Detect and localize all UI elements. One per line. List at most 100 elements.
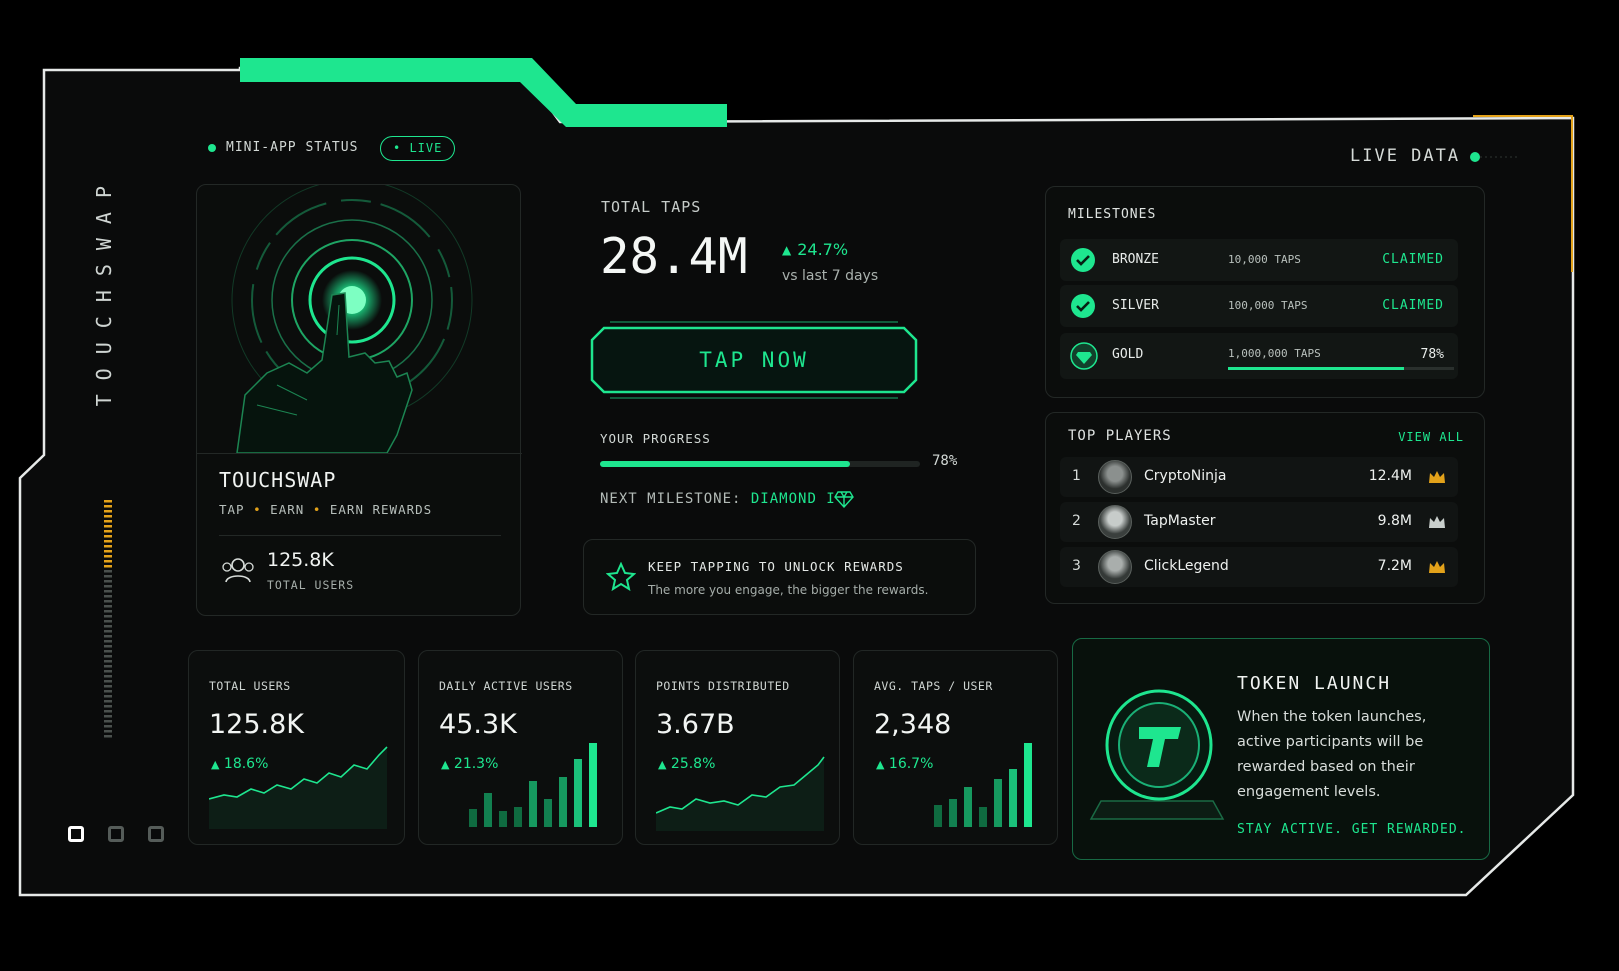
player-score: 7.2M (1377, 558, 1412, 574)
meter-tick (104, 550, 112, 553)
tap-now-button[interactable]: TAP NOW (699, 348, 809, 372)
stat-delta-value: 21.3% (453, 756, 499, 772)
crown-icon (1429, 516, 1445, 528)
meter-tick (104, 570, 112, 573)
milestones-card: MILESTONES BRONZE 10,000 TAPS CLAIMED SI… (1045, 186, 1485, 398)
status-dot (208, 143, 216, 152)
meter-tick (104, 695, 112, 698)
level-meter (104, 500, 112, 738)
meter-tick (104, 715, 112, 718)
total-taps-delta: ▲ 24.7% (782, 240, 848, 259)
next-milestone: NEXT MILESTONE: DIAMOND I (600, 491, 836, 507)
stat-title: POINTS DISTRIBUTED (656, 679, 790, 693)
stat-value: 45.3K (439, 709, 517, 740)
next-milestone-label: NEXT MILESTONE: (600, 491, 742, 507)
milestone-status: 78% (1420, 347, 1444, 362)
milestone-taps: 100,000 TAPS (1228, 299, 1308, 312)
crown-icon (1429, 471, 1445, 483)
up-arrow-icon: ▲ (876, 758, 885, 771)
meter-tick (104, 605, 112, 608)
stat-card-points-distributed: POINTS DISTRIBUTED 3.67B ▲ 25.8% (635, 650, 840, 845)
vertical-brand: TOUCHSWAP (92, 172, 116, 406)
up-arrow-icon: ▲ (782, 242, 792, 257)
stat-delta-value: 18.6% (223, 756, 269, 772)
player-row[interactable]: 2 TapMaster 9.8M (1060, 502, 1458, 542)
milestone-taps: 10,000 TAPS (1228, 253, 1301, 266)
player-score: 9.8M (1377, 513, 1412, 529)
meter-tick (104, 675, 112, 678)
player-row[interactable]: 3 ClickLegend 7.2M (1060, 547, 1458, 587)
player-rank: 3 (1072, 558, 1081, 574)
meter-tick (104, 595, 112, 598)
stat-title: DAILY ACTIVE USERS (439, 679, 573, 693)
meter-tick (104, 685, 112, 688)
avatar (1098, 460, 1132, 494)
meter-tick (104, 565, 112, 568)
player-name: TapMaster (1144, 513, 1216, 529)
up-arrow-icon: ▲ (211, 758, 220, 771)
milestone-status: CLAIMED (1382, 252, 1444, 267)
gem-icon (1070, 342, 1098, 370)
delta-value: 24.7% (797, 240, 849, 259)
meter-tick (104, 655, 112, 658)
meter-tick (104, 625, 112, 628)
stat-value: 2,348 (874, 709, 952, 740)
meter-tick (104, 680, 112, 683)
stat-delta: ▲ 21.3% (441, 756, 498, 772)
page-dot[interactable] (148, 826, 164, 842)
users-icon (222, 558, 254, 583)
star-icon (606, 562, 636, 592)
total-taps-value: 28.4M (600, 228, 748, 285)
avatar (1098, 550, 1132, 584)
tagline-tap: TAP (219, 502, 245, 517)
top-players-card: TOP PLAYERS VIEW ALL 1 CryptoNinja 12.4M… (1045, 412, 1485, 604)
milestone-row-gold: GOLD 1,000,000 TAPS 78% (1060, 333, 1458, 379)
progress-label: YOUR PROGRESS (600, 431, 711, 446)
view-all-link[interactable]: VIEW ALL (1398, 430, 1464, 444)
hero-users-value: 125.8K (267, 549, 334, 571)
meter-tick (104, 610, 112, 613)
meter-tick (104, 700, 112, 703)
live-badge: • LIVE (380, 136, 456, 161)
meter-tick (104, 650, 112, 653)
hero-tagline: TAP • EARN • EARN REWARDS (219, 502, 433, 517)
token-cta: STAY ACTIVE. GET REWARDED. (1237, 822, 1467, 837)
next-milestone-value: DIAMOND I (750, 491, 836, 507)
token-description: When the token launches, active particip… (1237, 705, 1426, 805)
meter-tick (104, 710, 112, 713)
player-rank: 1 (1072, 468, 1081, 484)
stat-card-total-users: TOTAL USERS 125.8K ▲ 18.6% (188, 650, 405, 845)
bar-chart (934, 743, 1032, 827)
meter-tick (104, 505, 112, 508)
meter-tick (104, 600, 112, 603)
page-dot[interactable] (108, 826, 124, 842)
token-line: active participants will be (1237, 734, 1424, 750)
meter-tick (104, 725, 112, 728)
meter-tick (104, 730, 112, 733)
milestone-status: CLAIMED (1382, 298, 1444, 313)
tip-text: The more you engage, the bigger the rewa… (648, 583, 929, 597)
meter-tick (104, 735, 112, 738)
delta-note: vs last 7 days (782, 268, 879, 284)
token-line: engagement levels. (1237, 784, 1381, 800)
check-icon (1071, 294, 1095, 318)
meter-tick (104, 500, 112, 503)
check-icon (1071, 248, 1095, 272)
sparkline-chart (209, 746, 388, 829)
live-data-dot (1470, 152, 1480, 162)
sparkline-chart (656, 756, 825, 831)
bar-chart (469, 743, 597, 827)
meter-tick (104, 545, 112, 548)
stat-title: TOTAL USERS (209, 679, 291, 693)
avatar (1098, 505, 1132, 539)
milestone-row-silver: SILVER 100,000 TAPS CLAIMED (1060, 285, 1458, 327)
token-line: rewarded based on their (1237, 759, 1415, 775)
stat-value: 3.67B (656, 709, 735, 740)
meter-tick (104, 690, 112, 693)
page-dot-active[interactable] (68, 826, 84, 842)
meter-tick (104, 590, 112, 593)
meter-tick (104, 575, 112, 578)
token-coin-icon (1089, 689, 1225, 820)
meter-tick (104, 645, 112, 648)
player-row[interactable]: 1 CryptoNinja 12.4M (1060, 457, 1458, 497)
